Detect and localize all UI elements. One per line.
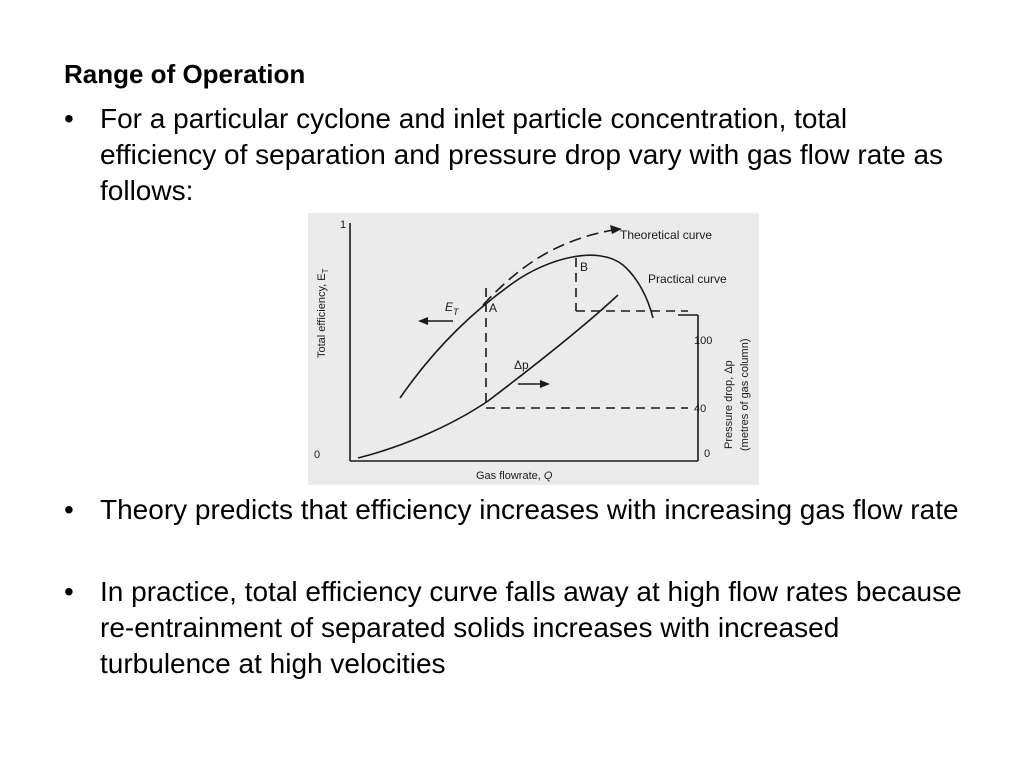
cyclone-performance-figure: Theoretical curve Practical curve A B ET… — [308, 213, 759, 485]
point-a-label: A — [489, 301, 497, 315]
theoretical-curve — [482, 230, 609, 306]
pressure-drop-curve — [357, 294, 619, 459]
theoretical-curve-label: Theoretical curve — [620, 228, 712, 242]
bullet-symbol: • — [64, 494, 74, 525]
figure-svg: Theoretical curve Practical curve A B ET… — [314, 219, 751, 482]
practical-curve-label: Practical curve — [648, 272, 727, 286]
bullet-item: • In practice, total efficiency curve fa… — [64, 574, 964, 682]
right-axis-tick-0: 0 — [704, 448, 710, 460]
bullet-text: For a particular cyclone and inlet parti… — [100, 103, 944, 206]
theoretical-arrow-head — [610, 225, 622, 234]
pressure-arrow-head — [540, 380, 550, 388]
left-axis-top-tick: 1 — [340, 219, 346, 231]
right-axis-label-line1: Pressure drop, Δp — [723, 360, 735, 449]
bullet-text: Theory predicts that efficiency increase… — [100, 494, 959, 525]
slide-heading: Range of Operation — [64, 59, 306, 89]
point-b-label: B — [580, 260, 588, 274]
x-axis-label-symbol: Q — [544, 470, 553, 482]
bullet-item: • For a particular cyclone and inlet par… — [64, 101, 964, 209]
left-axis-bottom-tick: 0 — [314, 449, 320, 461]
efficiency-symbol: E — [445, 300, 454, 314]
delta-p-label: Δp — [514, 358, 529, 372]
left-axis-label-subscript: T — [321, 268, 330, 273]
bullet-text: In practice, total efficiency curve fall… — [100, 576, 962, 679]
right-axis-tick-100: 100 — [694, 335, 712, 347]
left-axis-label: Total efficiency, ET — [316, 268, 330, 358]
efficiency-arrow-head — [418, 317, 428, 325]
right-axis-label-line2: (metres of gas column) — [739, 339, 751, 451]
bullet-item: • Theory predicts that efficiency increa… — [64, 492, 964, 528]
efficiency-symbol-label: ET — [445, 300, 460, 317]
right-axis-tick-40: 40 — [694, 403, 706, 415]
bullet-symbol: • — [64, 576, 74, 607]
x-axis-label: Gas flowrate, Q — [476, 470, 553, 482]
efficiency-subscript: T — [453, 307, 460, 317]
bullet-symbol: • — [64, 103, 74, 134]
practical-curve — [399, 254, 654, 399]
left-axis-label-text: Total efficiency, E — [316, 273, 328, 358]
x-axis-label-text: Gas flowrate, — [476, 470, 544, 482]
